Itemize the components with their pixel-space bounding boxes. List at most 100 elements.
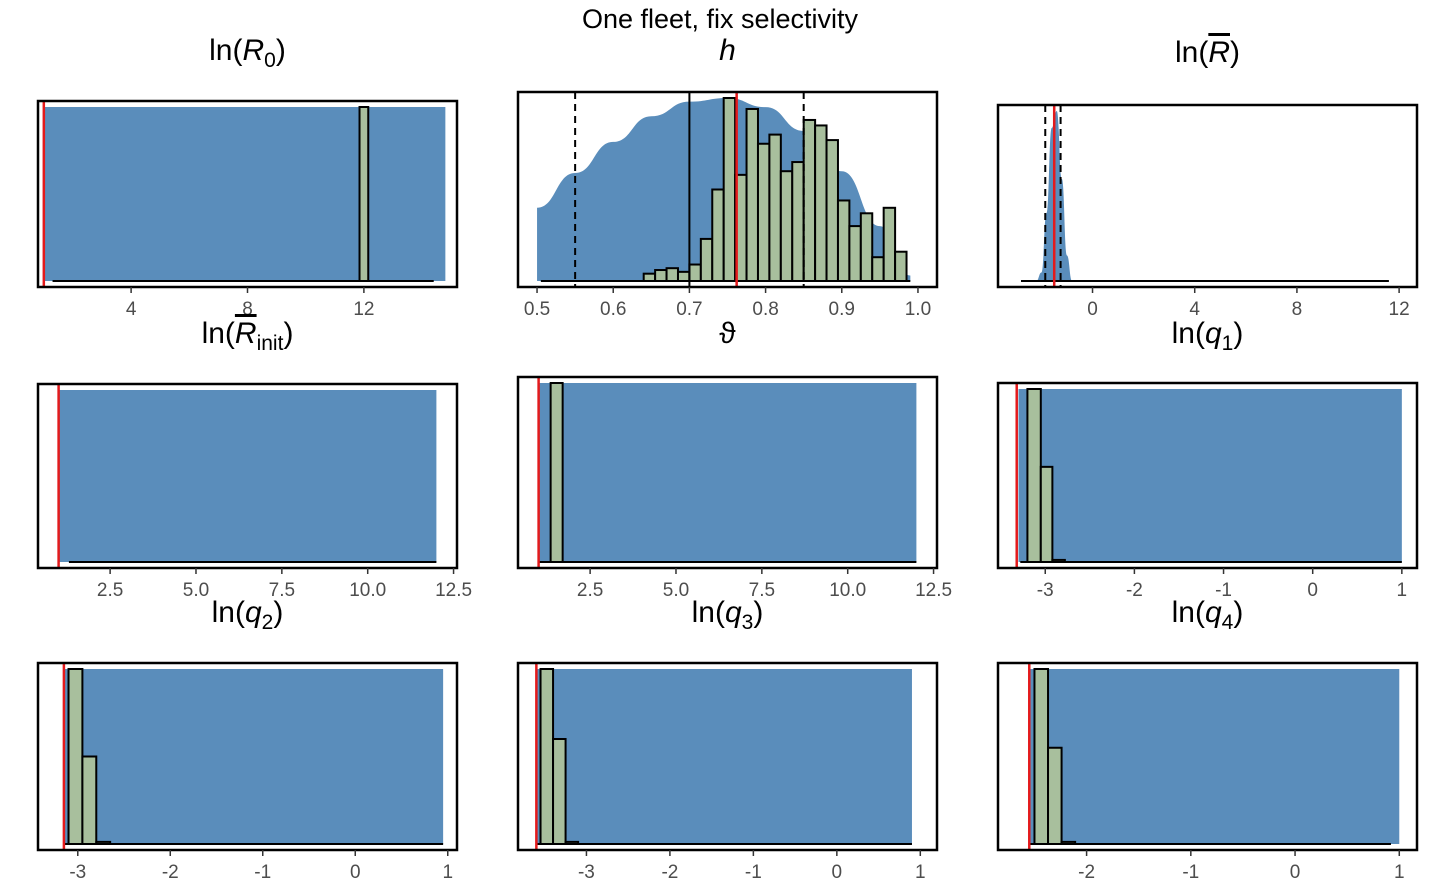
histogram-bar: [642, 272, 657, 282]
histogram-bar: [1047, 746, 1063, 845]
histogram-bar: [745, 107, 759, 283]
x-tick-label: 10.0: [829, 580, 866, 601]
panel-grid: 4 8 12 ln(R0) 0.5 0.6 0.7 0.8 0.9 1.0 h 0 4 8 12 ln(R) 2…: [36, 34, 1419, 883]
x-tick-label: 8: [242, 299, 253, 320]
panel-frame: [516, 661, 939, 852]
panel-4: 2.5 5.0 7.5 10.0 12.5 ln(Rinit): [36, 317, 472, 601]
x-tick-label: 5.0: [183, 580, 209, 601]
panel-title: ln(q2): [212, 596, 284, 634]
histogram-bar: [549, 382, 564, 563]
panel-title: ln(Rinit): [202, 317, 294, 355]
panel-5: 2.5 5.0 7.5 10.0 12.5 ϑ: [516, 317, 952, 601]
histogram-bar: [825, 139, 839, 282]
x-tick-label: 1: [442, 862, 453, 883]
prior-area: [536, 669, 912, 844]
x-tick-label: 7.5: [749, 580, 775, 601]
x-tick-label: 12: [353, 299, 374, 320]
histogram-bar: [756, 142, 771, 282]
histogram-bar: [814, 124, 828, 282]
x-tick-label: 2.5: [577, 580, 603, 601]
histogram-bar: [358, 106, 370, 282]
x-tick-label: -1: [254, 862, 271, 883]
panel-2: 0.5 0.6 0.7 0.8 0.9 1.0 h: [516, 34, 939, 320]
x-tick-label: -3: [1037, 580, 1054, 601]
panel-8: -3 -2 -1 0 1 ln(q3): [516, 596, 939, 883]
x-tick-label: -2: [1126, 580, 1143, 601]
prior-area: [538, 383, 917, 562]
x-tick-label: 5.0: [663, 580, 689, 601]
panel-frame: [996, 381, 1419, 570]
x-tick-label: 7.5: [269, 580, 295, 601]
x-tick-label: -1: [745, 862, 762, 883]
histogram-bar: [802, 118, 817, 282]
x-tick-label: 12.5: [915, 580, 952, 601]
figure-title: One fleet, fix selectivity: [582, 4, 859, 34]
histogram-bar: [1033, 668, 1050, 845]
histogram-bar: [768, 133, 782, 282]
prior-area: [43, 107, 446, 281]
histogram-bar: [836, 199, 851, 282]
histogram-bar: [1026, 388, 1042, 563]
x-tick-label: 0: [1290, 862, 1301, 883]
x-tick-label: 10.0: [349, 580, 386, 601]
histogram-bar: [688, 263, 702, 282]
x-tick-label: 4: [126, 299, 137, 320]
prior-area: [1029, 669, 1400, 844]
histogram-bar: [882, 206, 897, 282]
panel-title: ln(q3): [692, 596, 764, 634]
panel-3: 0 4 8 12 ln(R): [996, 36, 1419, 320]
x-tick-label: 0: [1087, 299, 1098, 320]
x-tick-label: 0.5: [524, 299, 550, 320]
histogram-bar: [699, 237, 714, 283]
x-tick-label: 0: [832, 862, 843, 883]
histogram-bar: [67, 668, 84, 845]
x-tick-label: -2: [162, 862, 179, 883]
histogram-bar: [665, 267, 679, 283]
histogram-bar: [81, 755, 98, 845]
x-tick-label: -2: [661, 862, 678, 883]
x-tick-label: 0.7: [676, 299, 702, 320]
x-tick-label: -1: [1215, 580, 1232, 601]
histogram-bar: [654, 269, 668, 282]
panel-frame: [996, 103, 1419, 289]
x-tick-label: 12: [1389, 299, 1410, 320]
x-tick-label: 1: [1394, 862, 1405, 883]
histogram-bar: [552, 738, 567, 845]
histogram-bar: [539, 668, 555, 845]
histogram-bar: [711, 188, 725, 282]
panel-1: 4 8 12 ln(R0): [36, 34, 459, 320]
x-tick-label: 12.5: [435, 580, 472, 601]
panel-title: ln(q4): [1172, 596, 1244, 634]
histogram-bar: [848, 225, 862, 283]
histogram-bar: [1039, 465, 1054, 564]
panel-frame: [36, 382, 459, 570]
x-tick-label: -1: [1182, 862, 1199, 883]
panel-frame: [996, 661, 1419, 852]
histogram-bar: [676, 270, 691, 283]
x-tick-label: 0.8: [752, 299, 778, 320]
panel-9: -2 -1 0 1 ln(q4): [996, 596, 1419, 883]
panel-title: ϑ: [719, 317, 736, 350]
histogram-bar: [871, 256, 885, 282]
histogram-bar: [722, 97, 737, 282]
x-tick-label: -3: [69, 862, 86, 883]
histogram-bar: [779, 170, 794, 282]
panel-title: ln(q1): [1172, 317, 1244, 355]
histogram-bar: [894, 250, 908, 283]
panel-title: ln(R0): [209, 34, 286, 72]
x-tick-label: 0: [350, 862, 361, 883]
panel-frame: [36, 661, 459, 852]
panel-title: h: [719, 34, 736, 67]
x-tick-label: 4: [1189, 299, 1200, 320]
panel-frame: [516, 375, 939, 570]
x-tick-label: 2.5: [97, 580, 123, 601]
x-tick-label: 0: [1307, 580, 1318, 601]
prior-area: [1018, 389, 1402, 562]
histogram-bar: [791, 161, 805, 282]
panel-6: -3 -2 -1 0 1 ln(q1): [996, 317, 1419, 601]
x-tick-label: -2: [1078, 862, 1095, 883]
x-tick-label: 1.0: [905, 299, 931, 320]
x-tick-label: 1: [915, 862, 926, 883]
panel-title: ln(R): [1175, 36, 1240, 69]
